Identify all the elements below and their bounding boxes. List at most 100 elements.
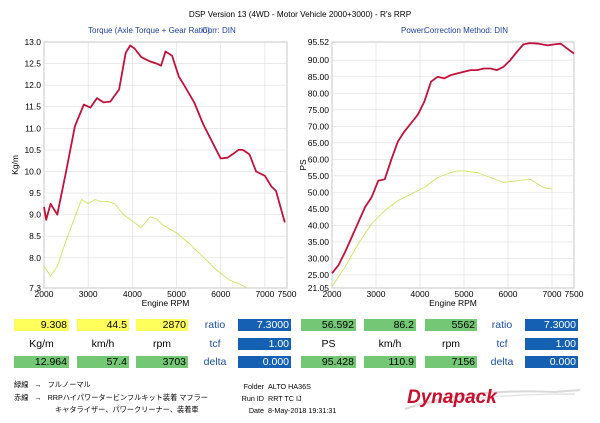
- torque-series-red: [43, 44, 286, 223]
- power-xtick-label: 3000: [367, 289, 386, 299]
- torque-xtick-label: 3000: [79, 289, 98, 299]
- torque-xtick-label: 5000: [167, 289, 186, 299]
- power-unit-label: PS: [321, 338, 336, 350]
- power-yaxis-label: PS: [298, 159, 308, 171]
- note-red-line-continued: キャタライザー、パワークリーナー、装着車: [55, 405, 199, 414]
- power-ytick-label: 35.00: [308, 237, 330, 247]
- torque-ytick-label: 10.0: [24, 166, 41, 176]
- torque-max-value: 12.964: [14, 356, 69, 368]
- power-ytick-label: 40.00: [308, 220, 330, 230]
- speed-unit-label-right: km/h: [378, 338, 402, 350]
- ratio-label-right: ratio: [491, 319, 513, 331]
- torque-ytick-label: 11.5: [25, 102, 41, 112]
- dynapack-logo: Dynapack: [404, 384, 585, 414]
- power-chart: 95.52 90.00 85.00 80.00 75.00 70.00 65.00 60.00…: [298, 37, 584, 308]
- power-xtick-label: 7000: [543, 289, 562, 299]
- power-ytick-label: 50.00: [308, 187, 330, 197]
- speed-max-value-right: 110.9: [364, 356, 416, 368]
- note-red-arrow: →: [34, 393, 42, 402]
- rpm-min-value-right: 5562: [425, 319, 477, 331]
- torque-xaxis-label: Engine RPM: [142, 298, 190, 308]
- delta-value-right: 0.000: [525, 356, 578, 368]
- power-ytick-label: 70.00: [308, 121, 330, 131]
- speed-min-value-right: 86.2: [364, 319, 416, 331]
- power-header-corr: Correction Method: DIN: [424, 26, 509, 35]
- note-green-text: フルノーマル: [47, 380, 91, 389]
- power-header-label: Power:: [401, 26, 426, 35]
- power-series-red: [331, 42, 575, 274]
- power-ytick-label: 80.00: [308, 88, 330, 98]
- power-ytick-label: 95.52: [308, 37, 330, 47]
- torque-ytick-label: 7.3: [29, 283, 41, 293]
- power-ytick-label: 25.00: [308, 270, 330, 280]
- torque-ytick-label: 13.0: [24, 37, 41, 47]
- ratio-value-right: 7.3000: [525, 319, 578, 331]
- note-green-arrow: →: [34, 380, 42, 389]
- torque-xtick-label: 7000: [255, 289, 274, 299]
- power-xaxis-label: Engine RPM: [429, 298, 477, 308]
- speed-min-value: 44.5: [77, 319, 129, 331]
- torque-header-corr: Corr: DIN: [202, 26, 236, 35]
- delta-label-right: delta: [490, 356, 514, 368]
- power-ytick-label: 90.00: [308, 55, 330, 65]
- torque-ytick-label: 11.0: [25, 123, 41, 133]
- power-ytick-label: 75.00: [308, 105, 330, 115]
- torque-ytick-label: 8.0: [29, 253, 41, 263]
- torque-xtick-label: 4000: [123, 289, 142, 299]
- torque-chart: 13.0 12.5 12.0 11.5 11.0 10.5 10.0 9.5 9.0 8.5 8.0…: [10, 37, 297, 308]
- rpm-max-value: 3703: [136, 356, 188, 368]
- torque-ytick-label: 9.0: [29, 210, 41, 220]
- power-ytick-label: 30.00: [308, 253, 330, 263]
- power-xtick-label: 4000: [411, 289, 430, 299]
- folder-value: ALTO HA36S: [268, 382, 311, 391]
- note-red-text: RRPハイパワータービンフルキット装着 マフラー: [47, 393, 208, 402]
- date-value: 8-May-2018 19:31:31: [268, 406, 337, 415]
- runid-value: RRT TC IJ: [268, 394, 302, 403]
- brand-text: Dynapack: [407, 387, 498, 408]
- power-series-green: [331, 170, 553, 287]
- rpm-min-value: 2870: [136, 319, 188, 331]
- torque-ytick-label: 9.5: [29, 188, 41, 198]
- power-xtick-label: 5000: [455, 289, 474, 299]
- dyno-charts: 13.0 12.5 12.0 11.5 11.0 10.5 10.0 9.5 9.0 8.5 8.0…: [10, 37, 584, 308]
- speed-max-value: 57.4: [77, 356, 129, 368]
- ratio-value-left: 7.3000: [238, 319, 291, 331]
- rpm-unit-label-left: rpm: [152, 338, 172, 350]
- power-max-value: 95.428: [301, 356, 356, 368]
- page-title: DSP Version 13 (4WD - Motor Vehicle 2000…: [188, 10, 412, 19]
- torque-yaxis-label: Kg/m: [10, 155, 20, 175]
- power-ytick-label: 65.00: [308, 138, 330, 148]
- torque-xtick-label: 2000: [35, 289, 54, 299]
- torque-xtick-label: 7500: [278, 289, 297, 299]
- note-green-key: 緑線: [14, 380, 29, 389]
- dynapack-logo-graphic: Dynapack: [404, 387, 581, 410]
- power-xtick-label: 7500: [565, 289, 584, 299]
- date-label: Date: [248, 406, 264, 415]
- power-ytick-label: 85.00: [308, 72, 330, 82]
- tcf-label-left: tcf: [209, 338, 221, 350]
- delta-value-left: 0.000: [238, 356, 291, 368]
- torque-ytick-label: 12.0: [24, 80, 41, 90]
- torque-header-label: Torque (Axle Torque + Gear Ratio):: [88, 26, 213, 35]
- torque-series-green: [43, 199, 248, 289]
- tcf-value-left: 1.00: [238, 338, 291, 350]
- torque-plot-area: [43, 41, 288, 289]
- torque-ytick-label: 8.5: [29, 231, 41, 241]
- power-ytick-label: 21.05: [308, 283, 330, 293]
- ratio-label-left: ratio: [204, 319, 226, 331]
- note-red-line: 赤線 → RRPハイパワータービンフルキット装着 マフラー: [14, 393, 208, 402]
- power-xtick-label: 2000: [323, 289, 342, 299]
- tcf-label-right: tcf: [496, 338, 508, 350]
- torque-ytick-label: 12.5: [24, 59, 41, 69]
- tcf-value-right: 1.00: [525, 338, 578, 350]
- note-green-line: 緑線 → フルノーマル: [14, 380, 91, 389]
- rpm-unit-label-right: rpm: [441, 338, 461, 350]
- rpm-max-value-right: 7156: [425, 356, 477, 368]
- power-ytick-label: 45.00: [308, 204, 330, 214]
- torque-xtick-label: 6000: [211, 289, 230, 299]
- speed-unit-label-left: km/h: [91, 338, 115, 350]
- power-plot-area: [331, 41, 575, 289]
- note-red-key: 赤線: [14, 393, 29, 402]
- delta-label-left: delta: [203, 356, 227, 368]
- torque-unit-label: Kg/m: [29, 338, 54, 350]
